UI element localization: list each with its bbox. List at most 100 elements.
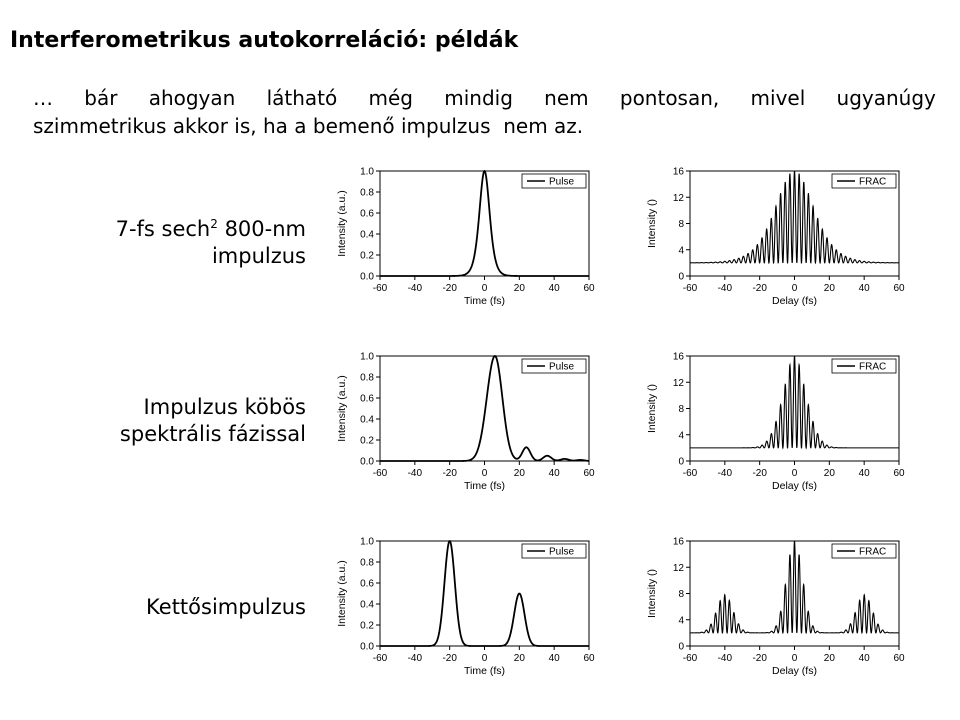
- legend-label: FRAC: [859, 362, 886, 373]
- word: …: [33, 86, 53, 110]
- x-tick-label: 20: [824, 653, 836, 664]
- x-tick-label: -40: [408, 653, 423, 664]
- row-label-double-pulse: Kettősimpulzus: [6, 594, 306, 621]
- x-tick-label: 20: [514, 283, 526, 294]
- x-axis-label: Time (fs): [464, 665, 505, 677]
- word: nem: [544, 86, 589, 110]
- x-tick-label: 40: [859, 653, 871, 664]
- x-tick-label: 20: [824, 283, 836, 294]
- x-tick-label: 20: [824, 468, 836, 479]
- x-tick-label: -40: [408, 468, 423, 479]
- x-tick-label: -60: [373, 468, 388, 479]
- x-tick-label: -40: [718, 468, 733, 479]
- word: mivel: [750, 86, 806, 110]
- y-tick-label: 0.2: [360, 251, 374, 262]
- x-axis-label: Delay (fs): [772, 480, 817, 492]
- y-tick-label: 0.0: [360, 272, 374, 283]
- y-tick-label: 0.8: [360, 188, 374, 199]
- y-tick-label: 0.4: [360, 600, 374, 611]
- y-tick-label: 0: [678, 457, 684, 468]
- x-tick-label: 60: [583, 283, 595, 294]
- y-tick-label: 0.2: [360, 621, 374, 632]
- y-tick-label: 0.6: [360, 209, 374, 220]
- y-tick-label: 16: [673, 352, 685, 363]
- legend-box: [831, 358, 897, 374]
- y-tick-label: 0.8: [360, 373, 374, 384]
- y-axis-label: Intensity (): [646, 384, 658, 433]
- x-tick-label: -20: [442, 653, 457, 664]
- y-tick-label: 12: [673, 378, 685, 389]
- y-tick-label: 12: [673, 563, 685, 574]
- x-tick-label: 40: [859, 283, 871, 294]
- y-tick-label: 4: [678, 615, 684, 626]
- x-tick-label: 20: [514, 653, 526, 664]
- x-axis-label: Delay (fs): [772, 295, 817, 307]
- y-tick-label: 1.0: [360, 352, 374, 363]
- x-tick-label: 60: [583, 468, 595, 479]
- x-tick-label: 40: [859, 468, 871, 479]
- row-label-line-1: Kettősimpulzus: [146, 595, 306, 619]
- x-tick-label: 40: [549, 283, 561, 294]
- frac-chart-row-2: -60 -40 -20 0 20 40 60 0 4 8 12 16 Delay (fs) Intensi…: [646, 352, 905, 493]
- row-label-sech2: 7-fs sech2 800-nm impulzus: [6, 211, 306, 270]
- x-tick-label: -40: [718, 653, 733, 664]
- word: mindig: [444, 86, 513, 110]
- y-tick-label: 4: [678, 430, 684, 441]
- x-tick-label: -20: [752, 468, 767, 479]
- x-tick-label: 60: [893, 468, 905, 479]
- x-tick-label: -60: [373, 653, 388, 664]
- pulse-chart-row-1: -60 -40 -20 0 20 40 60 0.0 0.2 0.4 0.6 0.8 1.0 Time (…: [336, 167, 595, 308]
- word: bár: [84, 86, 118, 110]
- row-label-line-2: spektrális fázissal: [119, 422, 306, 446]
- frac-chart-row-1: -60 -40 -20 0 20 40 60 0 4 8 12 16 Delay (fs) Intensi…: [646, 167, 905, 308]
- y-tick-label: 0: [678, 272, 684, 283]
- row-label-line-1: 7-fs sech2 800-nm: [115, 217, 306, 241]
- row-label-line-2: impulzus: [211, 244, 306, 268]
- text-line-2: szimmetrikus akkor is, ha a bemenő impul…: [33, 114, 584, 138]
- legend-box: [831, 543, 897, 559]
- word: látható: [266, 86, 338, 110]
- y-tick-label: 0.8: [360, 558, 374, 569]
- x-tick-label: 60: [893, 653, 905, 664]
- x-tick-label: -60: [683, 283, 698, 294]
- legend-box: [831, 173, 897, 189]
- legend-box: [521, 543, 587, 559]
- x-tick-label: -60: [373, 283, 388, 294]
- y-tick-label: 16: [673, 537, 685, 548]
- legend-label: Pulse: [549, 547, 574, 558]
- x-tick-label: -20: [442, 283, 457, 294]
- legend-box: [521, 358, 587, 374]
- y-tick-label: 4: [678, 245, 684, 256]
- x-tick-label: -40: [718, 283, 733, 294]
- y-tick-label: 0: [678, 642, 684, 653]
- x-tick-label: 20: [514, 468, 526, 479]
- x-tick-label: -60: [683, 468, 698, 479]
- word: még: [368, 86, 413, 110]
- x-tick-label: 60: [893, 283, 905, 294]
- y-tick-label: 8: [678, 589, 684, 600]
- frac-chart-row-3: -60 -40 -20 0 20 40 60 0 4 8 12 16 Delay (fs) Intensi…: [646, 537, 905, 678]
- row-label-cubic-phase: Impulzus köbös spektrális fázissal: [6, 394, 306, 448]
- y-axis-label: Intensity (a.u.): [336, 375, 348, 442]
- y-tick-label: 0.0: [360, 642, 374, 653]
- word: ahogyan: [148, 86, 236, 110]
- row-label-line-1: Impulzus köbös: [143, 395, 306, 419]
- x-tick-label: -40: [408, 283, 423, 294]
- y-tick-label: 16: [673, 167, 685, 178]
- y-tick-label: 1.0: [360, 537, 374, 548]
- y-tick-label: 0.6: [360, 579, 374, 590]
- x-axis-label: Time (fs): [464, 295, 505, 307]
- x-tick-label: 0: [482, 468, 488, 479]
- superscript: 2: [210, 217, 218, 231]
- y-axis-label: Intensity (a.u.): [336, 560, 348, 627]
- y-tick-label: 1.0: [360, 167, 374, 178]
- slide-text: … bár ahogyan látható még mindig nem pon…: [33, 84, 936, 140]
- x-axis-label: Time (fs): [464, 480, 505, 492]
- x-axis-label: Delay (fs): [772, 665, 817, 677]
- legend-label: Pulse: [549, 177, 574, 188]
- x-tick-label: -20: [752, 283, 767, 294]
- pulse-chart-row-3: -60 -40 -20 0 20 40 60 0.0 0.2 0.4 0.6 0.8 1.0 Time (…: [336, 537, 595, 678]
- text-line-1: … bár ahogyan látható még mindig nem pon…: [33, 84, 936, 112]
- x-tick-label: 0: [792, 283, 798, 294]
- y-axis-label: Intensity (a.u.): [336, 190, 348, 257]
